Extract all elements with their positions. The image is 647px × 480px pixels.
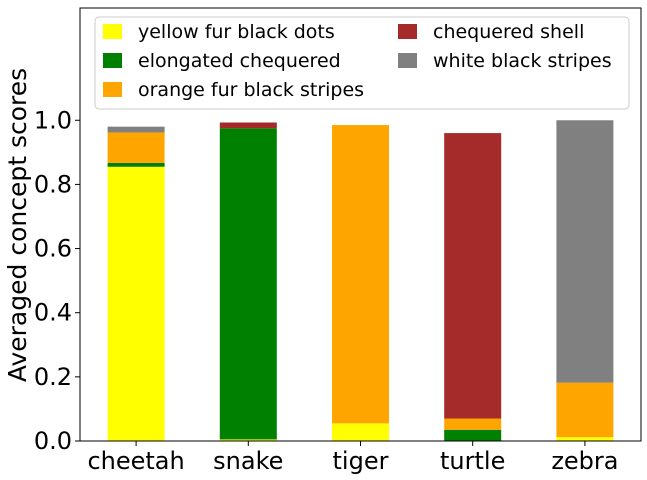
x-tick-label-snake: snake [213, 447, 283, 475]
x-tick-label-tiger: tiger [333, 447, 389, 475]
bar-segment-tiger-0 [332, 423, 389, 441]
y-tick-label: 0.0 [34, 427, 72, 455]
y-tick-label: 0.6 [34, 235, 72, 263]
legend-label: yellow fur black dots [138, 21, 335, 43]
bar-segment-cheetah-2 [107, 132, 165, 163]
legend-swatch [103, 24, 122, 39]
bar-segment-tiger-2 [332, 125, 389, 424]
legend-label: orange fur black stripes [138, 79, 364, 101]
bar-segment-snake-3 [219, 122, 277, 129]
legend-swatch [398, 53, 417, 68]
bar-segment-snake-1 [219, 128, 277, 440]
bar-segment-snake-0 [219, 439, 277, 441]
legend-swatch [398, 24, 417, 39]
legend-label: elongated chequered [138, 50, 341, 72]
x-axis: cheetah snake tiger turtle zebra [87, 441, 618, 475]
y-tick-label: 0.8 [34, 170, 72, 198]
legend-swatch [103, 53, 122, 68]
bar-segment-cheetah-4 [107, 126, 165, 133]
bar-segment-zebra-2 [556, 382, 614, 438]
bar-segment-zebra-4 [556, 120, 614, 383]
legend-label: white black stripes [433, 50, 612, 72]
y-tick-label: 1.0 [34, 106, 72, 134]
legend-label: chequered shell [433, 21, 584, 43]
legend-swatch [103, 82, 122, 97]
bars-group [107, 120, 614, 441]
bar-segment-turtle-1 [444, 429, 502, 441]
y-tick-label: 0.4 [34, 299, 72, 327]
bar-segment-zebra-0 [556, 437, 614, 441]
bar-segment-cheetah-1 [107, 162, 165, 167]
x-tick-label-cheetah: cheetah [87, 447, 184, 475]
y-axis-label: Averaged concept scores [3, 68, 32, 382]
legend-box [94, 16, 630, 110]
bar-segment-turtle-2 [444, 418, 502, 430]
x-tick-label-zebra: zebra [551, 447, 618, 475]
y-tick-label: 0.2 [34, 363, 72, 391]
bar-segment-turtle-3 [444, 133, 502, 419]
y-axis: 0.0 0.2 0.4 0.6 0.8 1.0 [34, 106, 80, 455]
legend: yellow fur black dots elongated chequered… [94, 16, 630, 110]
bar-segment-cheetah-0 [107, 166, 165, 441]
x-tick-label-turtle: turtle [440, 447, 505, 475]
